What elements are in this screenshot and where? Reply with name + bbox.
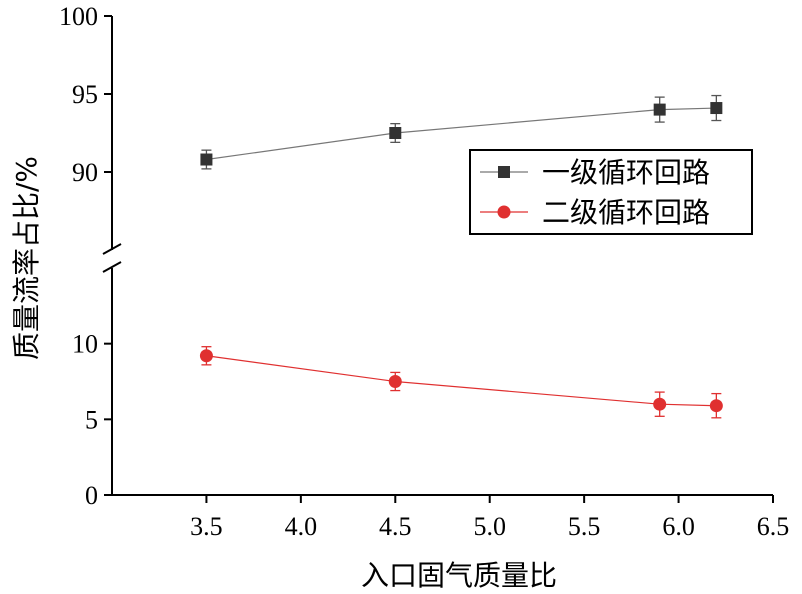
y-tick-label: 95	[72, 80, 98, 109]
data-point	[199, 349, 213, 363]
y-axis-title: 质量流率占比/%	[10, 156, 43, 360]
data-point	[388, 375, 402, 388]
y-tick-label: 5	[85, 405, 98, 434]
y-tick-label: 100	[59, 2, 98, 31]
data-point	[653, 103, 666, 116]
legend-marker	[497, 205, 511, 219]
series-layer	[199, 94, 723, 419]
x-tick-label: 5.0	[473, 512, 506, 541]
y-tick-label: 10	[72, 330, 98, 359]
x-tick-label: 4.5	[379, 512, 412, 541]
data-point	[200, 153, 213, 166]
y-tick-label: 0	[85, 481, 98, 510]
data-point	[709, 399, 723, 413]
y-ticks: 0 5 10 90 95 100	[59, 2, 112, 510]
x-ticks: 3.5 4.0 4.5 5.0 5.5 6.0 6.5	[190, 495, 789, 541]
series-line	[206, 355, 717, 407]
series-line	[206, 107, 717, 161]
y-tick-label: 90	[72, 158, 98, 187]
axis-break-mark	[102, 243, 122, 255]
axes	[102, 16, 773, 496]
data-point	[710, 102, 723, 115]
x-tick-label: 5.5	[568, 512, 601, 541]
x-tick-label: 4.0	[285, 512, 318, 541]
legend-box	[469, 149, 753, 235]
x-axis-title: 入口固气质量比	[361, 559, 557, 592]
legend-marker	[498, 166, 510, 178]
data-point	[653, 397, 667, 411]
data-point	[389, 127, 402, 139]
legend-label: 二级循环回路	[542, 196, 710, 229]
legend-label: 一级循环回路	[542, 156, 710, 189]
axis-break-mark	[102, 261, 122, 273]
x-tick-label: 3.5	[190, 512, 223, 541]
x-tick-label: 6.5	[757, 512, 790, 541]
x-tick-label: 6.0	[662, 512, 695, 541]
